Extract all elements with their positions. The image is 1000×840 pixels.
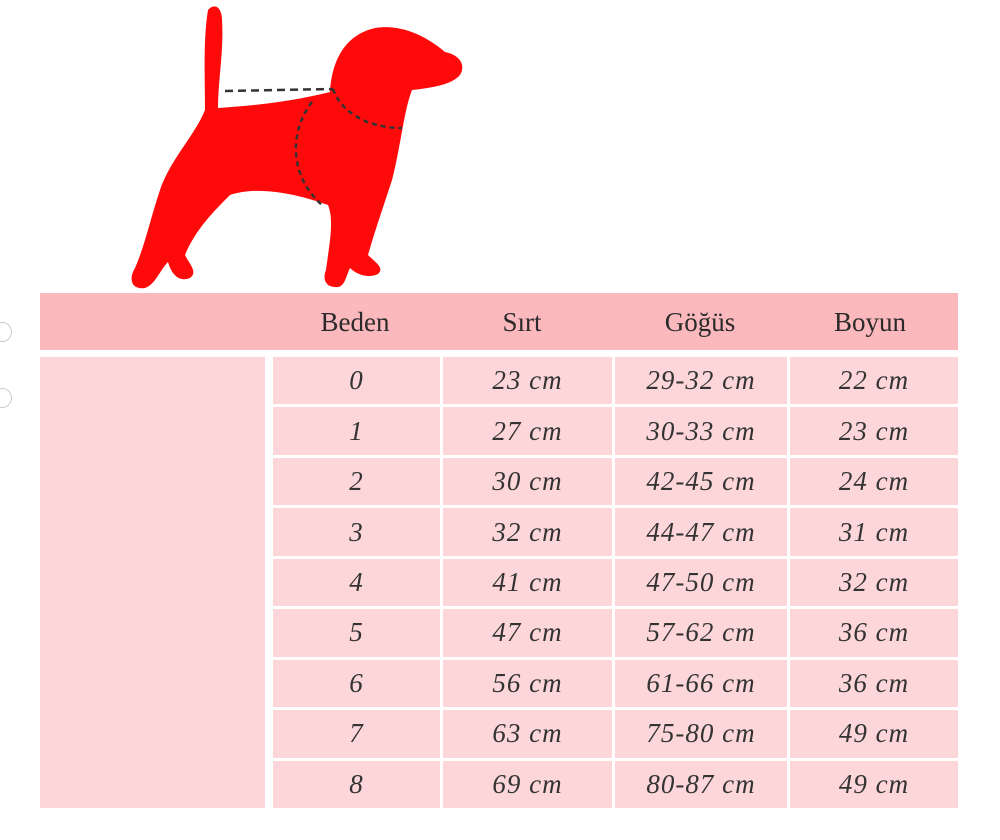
cell-neck: 23 cm (790, 407, 958, 455)
cell-size: 6 (273, 659, 440, 708)
table-header: Beden Sırt Göğüs Boyun (40, 293, 958, 350)
cell-size: 0 (273, 357, 440, 405)
cell-back: 27 cm (443, 407, 612, 455)
cell-neck: 22 cm (790, 357, 958, 405)
cell-chest: 80-87 cm (615, 760, 787, 808)
cell-chest: 30-33 cm (615, 407, 787, 455)
dog-illustration-icon (131, 6, 463, 289)
cell-back: 56 cm (443, 659, 612, 708)
cell-back: 41 cm (443, 558, 612, 607)
cell-size: 5 (273, 609, 440, 657)
cell-back: 63 cm (443, 710, 612, 758)
cell-chest: 57-62 cm (615, 609, 787, 657)
cell-chest: 44-47 cm (615, 508, 787, 556)
side-panel (40, 357, 265, 808)
cell-neck: 31 cm (790, 508, 958, 556)
header-sirt: Sırt (502, 307, 542, 337)
cell-size: 8 (273, 760, 440, 808)
cell-size: 7 (273, 710, 440, 758)
cell-neck: 36 cm (790, 609, 958, 657)
back-length-line (224, 87, 334, 93)
cell-back: 69 cm (443, 760, 612, 808)
cell-size: 1 (273, 407, 440, 455)
cell-back: 23 cm (443, 357, 612, 405)
cell-size: 4 (273, 558, 440, 607)
decorative-circle (0, 322, 12, 342)
size-table: 0 23 cm 29-32 cm 22 cm 1 27 cm 30-33 cm 23 cm 2 3… (273, 357, 958, 808)
neck-line (331, 88, 403, 130)
cell-chest: 42-45 cm (615, 457, 787, 506)
cell-chest: 47-50 cm (615, 558, 787, 607)
cell-neck: 49 cm (790, 710, 958, 758)
cell-neck: 24 cm (790, 457, 958, 506)
cell-neck: 32 cm (790, 558, 958, 607)
cell-chest: 61-66 cm (615, 659, 787, 708)
cell-size: 2 (273, 457, 440, 506)
cell-back: 30 cm (443, 457, 612, 506)
chest-line (294, 101, 323, 206)
header-gogus: Göğüs (664, 307, 736, 337)
cell-neck: 49 cm (790, 760, 958, 808)
cell-neck: 36 cm (790, 659, 958, 708)
decorative-circle (0, 388, 12, 408)
header-boyun: Boyun (833, 307, 907, 337)
cell-chest: 75-80 cm (615, 710, 787, 758)
cell-chest: 29-32 cm (615, 357, 787, 405)
cell-back: 47 cm (443, 609, 612, 657)
cell-back: 32 cm (443, 508, 612, 556)
header-beden: Beden (320, 307, 390, 337)
cell-size: 3 (273, 508, 440, 556)
